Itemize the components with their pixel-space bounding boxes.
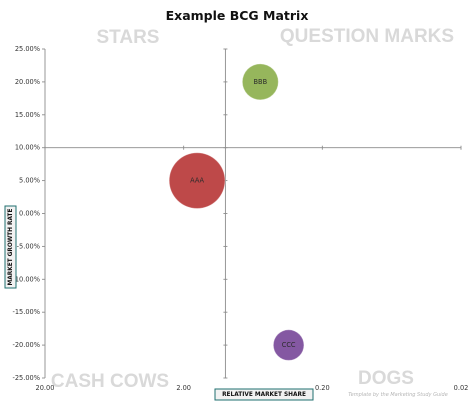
y-tick-label: 15.00%: [15, 111, 40, 119]
bubble-label-ccc: CCC: [282, 341, 296, 349]
ticks-layer: 25.00% 20.00% 15.00% 10.00% 5.00% 0.00% -5.00%…: [12, 45, 468, 392]
y-tick-label: 10.00%: [15, 144, 40, 152]
bubble-ccc: [272, 329, 305, 361]
y-tick-label: -25.00%: [12, 374, 40, 382]
x-axis-title: RELATIVE MARKET SHARE: [214, 388, 314, 401]
bubble-label-aaa: AAA: [190, 177, 204, 185]
x-axis-title-text: RELATIVE MARKET SHARE: [222, 392, 306, 398]
y-tick-label: 5.00%: [19, 177, 40, 185]
quadrant-label-stars: STARS: [97, 27, 160, 48]
quadrant-label-cash-cows: CASH COWS: [51, 371, 169, 392]
x-tick-label: 0.02: [454, 384, 469, 392]
y-tick-label: 0.00%: [19, 210, 40, 218]
bubble-bbb: [241, 63, 279, 101]
y-tick-label: -5.00%: [17, 242, 40, 250]
y-axis-title: MARKET GROWTH RATE: [4, 205, 17, 289]
bubble-label-bbb: BBB: [254, 78, 268, 86]
x-tick-label: 2.00: [176, 384, 191, 392]
x-tick-label: 20.00: [36, 384, 55, 392]
credit-text: Template by the Marketing Study Guide: [348, 392, 448, 398]
y-tick-label: 20.00%: [15, 78, 40, 86]
y-tick-label: 25.00%: [15, 45, 40, 53]
bubble-aaa: [168, 152, 226, 210]
y-tick-label: -15.00%: [12, 308, 40, 316]
y-axis-title-text: MARKET GROWTH RATE: [8, 209, 14, 286]
y-tick-label: -20.00%: [12, 341, 40, 349]
bubbles-layer: BBB AAA CCC: [168, 63, 305, 361]
y-tick-label: -10.00%: [12, 275, 40, 283]
quadrant-label-dogs: DOGS: [358, 368, 414, 389]
quadrant-label-question-marks: QUESTION MARKS: [280, 26, 454, 47]
x-tick-label: 0.20: [315, 384, 330, 392]
chart-title: Example BCG Matrix: [166, 8, 309, 23]
